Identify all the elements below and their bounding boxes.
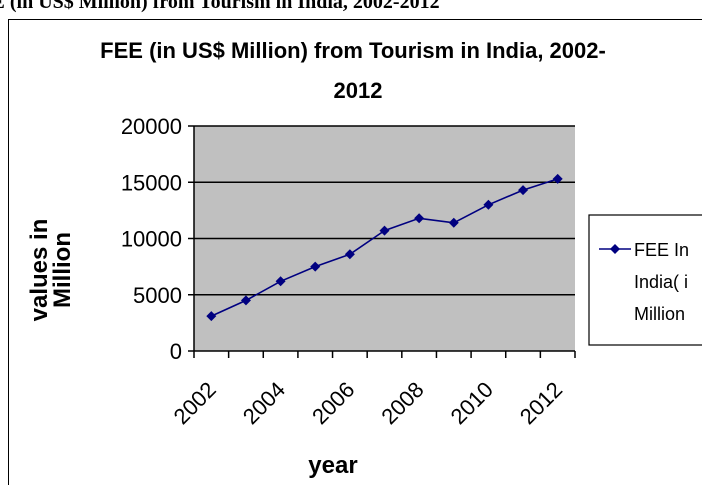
y-tick-label: 20000: [121, 114, 182, 139]
page-heading: FEE (in US$ Million) from Tourism in Ind…: [0, 0, 440, 13]
data-point: [206, 311, 217, 322]
x-tick-labels: 2002 2004 2006 2008 2010 2012: [169, 377, 568, 429]
y-axis-title-line2: Million: [49, 232, 76, 308]
data-point: [379, 225, 390, 236]
chart-title-line2: 2012: [334, 78, 383, 103]
x-tick-label: 2008: [376, 377, 428, 429]
x-tick-label: 2004: [238, 377, 290, 429]
data-point: [240, 295, 251, 306]
legend-label-line: Million: [634, 304, 685, 324]
y-tick-label: 0: [170, 339, 182, 364]
legend-label-line: FEE In: [634, 240, 689, 260]
data-point: [518, 185, 529, 196]
data-point: [414, 213, 425, 224]
chart-svg: FEE (in US$ Million) from Tourism in Ind…: [26, 38, 702, 479]
series-group: [206, 173, 563, 322]
chart-title-line1: FEE (in US$ Million) from Tourism in Ind…: [100, 38, 606, 63]
x-axis-title: year: [308, 452, 357, 479]
x-tick-label: 2012: [515, 377, 567, 429]
legend-marker: [610, 244, 620, 254]
data-point: [310, 261, 321, 272]
y-tick-label: 10000: [121, 227, 182, 252]
y-tick-label: 5000: [133, 283, 182, 308]
data-point: [275, 276, 286, 287]
data-point: [552, 173, 563, 184]
legend-label-line: India( i: [634, 272, 688, 292]
axes: [188, 125, 576, 358]
legend-box: [588, 214, 702, 346]
data-point: [448, 217, 459, 228]
y-tick-labels: 0 5000 10000 15000 20000: [121, 114, 182, 364]
y-axis-title-line1: values in: [26, 219, 53, 322]
x-tick-label: 2002: [169, 377, 221, 429]
x-tick-label: 2010: [446, 377, 498, 429]
data-point: [483, 199, 494, 210]
chart-area: FEE (in US$ Million) from Tourism in Ind…: [8, 19, 702, 485]
legend: FEE In India( i Million: [588, 214, 702, 346]
data-point: [344, 249, 355, 260]
x-tick-label: 2006: [307, 377, 359, 429]
y-tick-label: 15000: [121, 170, 182, 195]
